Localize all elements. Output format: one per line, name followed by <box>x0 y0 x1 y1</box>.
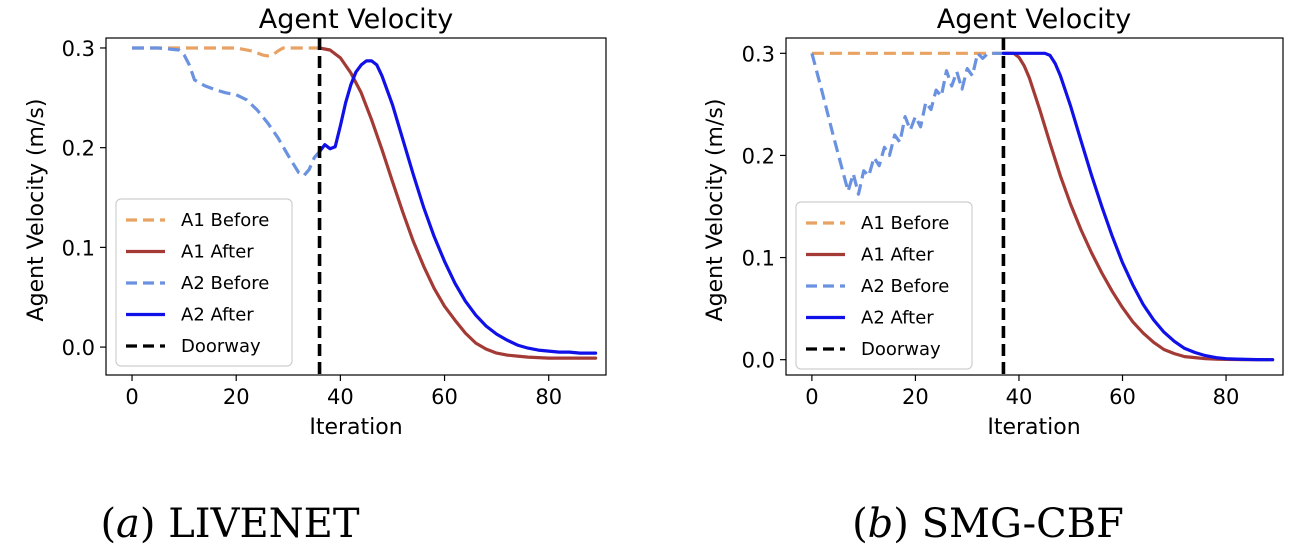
chart-b-xtick-label: 80 <box>1213 385 1240 409</box>
chart-a-xtick-label: 0 <box>125 385 138 409</box>
chart-a-caption: (a) LIVENET <box>100 501 359 547</box>
chart-b-caption-method: SMG-CBF <box>922 501 1124 547</box>
chart-b-title: Agent Velocity <box>937 4 1131 35</box>
chart-a-plot-area: 0 20 40 60 80 0.0 0.1 0.2 0.3 A1 Before A1 After A2… <box>62 37 607 409</box>
chart-a-series-group <box>132 38 598 375</box>
chart-b-series-a2-before-line <box>810 51 1004 196</box>
chart-a-title: Agent Velocity <box>259 4 453 35</box>
chart-b-ytick-label: 0.0 <box>742 349 775 373</box>
chart-b-legend-label: A2 After <box>861 308 934 329</box>
chart-a-legend-label: A2 After <box>181 305 254 326</box>
chart-b-xtick-label: 20 <box>902 385 929 409</box>
chart-a-caption-letter: a <box>116 501 140 547</box>
chart-a-xtick-label: 80 <box>535 385 562 409</box>
chart-a-ytick-label: 0.0 <box>62 336 95 360</box>
chart-a-ytick-label: 0.1 <box>62 236 95 260</box>
chart-b-legend-label: A1 Before <box>861 213 949 234</box>
chart-a-ylabel: Agent Velocity (m/s) <box>24 99 49 322</box>
chart-a-legend-label: A1 Before <box>181 210 269 231</box>
chart-a-ytick-label: 0.2 <box>62 137 95 161</box>
chart-a-xtick-label: 60 <box>431 385 458 409</box>
chart-a-legend-label: Doorway <box>181 336 261 357</box>
chart-b-series-a1-after-line <box>1001 51 1275 362</box>
chart-a-caption-method: LIVENET <box>168 501 360 547</box>
chart-b-xlabel: Iteration <box>987 415 1080 440</box>
chart-b-ytick-label: 0.3 <box>742 42 775 66</box>
chart-a-legend-label: A1 After <box>181 242 254 263</box>
chart-b-caption: (b) SMG-CBF <box>852 501 1124 547</box>
chart-b: Agent Velocity Iteration Agent Velocity … <box>703 4 1284 547</box>
chart-b-legend: A1 Before A1 After A2 Before A2 After Doorwa… <box>795 201 973 370</box>
chart-b-series-group <box>810 38 1275 375</box>
chart-b-series-a2-after-line <box>1001 51 1275 362</box>
chart-a-legend-label: A2 Before <box>181 273 269 294</box>
chart-a-xlabel: Iteration <box>309 415 402 440</box>
chart-b-plot-area: 0 20 40 60 80 0.0 0.1 0.2 0.3 A1 Before A1 After A2… <box>742 37 1284 409</box>
chart-a-xtick-label: 40 <box>327 385 354 409</box>
chart-b-axes-frame <box>785 37 1284 376</box>
chart-b-legend-label: A2 Before <box>861 276 949 297</box>
chart-a-series-a2-before-line <box>132 46 321 178</box>
chart-a-xtick-label: 20 <box>223 385 250 409</box>
chart-a-series-a1-after-line <box>317 46 598 360</box>
chart-b-legend-box <box>795 201 973 370</box>
chart-b-caption-letter: b <box>868 501 894 547</box>
chart-b-legend-label: Doorway <box>861 339 941 360</box>
chart-a-legend: A1 Before A1 After A2 Before A2 After Doorwa… <box>115 198 293 367</box>
chart-b-ytick-label: 0.2 <box>742 144 775 168</box>
chart-b-ytick-label: 0.1 <box>742 247 775 271</box>
chart-a-series-a1-before-line <box>132 46 320 58</box>
chart-a-series-a2-after-line <box>317 59 598 355</box>
chart-b-xtick-label: 60 <box>1109 385 1136 409</box>
chart-a: Agent Velocity Iteration Agent Velocity … <box>24 4 607 547</box>
chart-b-ylabel: Agent Velocity (m/s) <box>703 99 728 322</box>
chart-a-ytick-label: 0.3 <box>62 37 95 61</box>
chart-b-xtick-label: 40 <box>1006 385 1033 409</box>
chart-b-xtick-label: 0 <box>805 385 818 409</box>
chart-b-legend-label: A1 After <box>861 245 934 266</box>
chart-a-legend-box <box>115 198 293 367</box>
chart-a-axes-frame <box>105 37 607 376</box>
